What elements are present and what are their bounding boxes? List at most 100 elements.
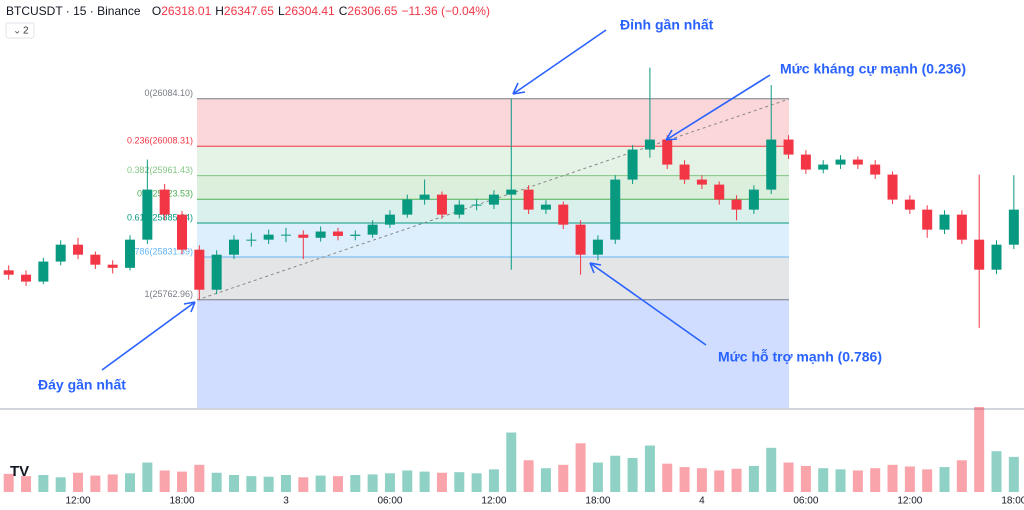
volume-bar [55,477,66,492]
volume-bar [419,471,430,492]
candle-body [592,239,603,255]
candle-body [107,264,118,268]
candle-body [315,231,326,238]
candle-body [246,239,257,241]
candle-body [852,159,863,165]
tv-logo: TV [10,463,29,480]
candle-body [800,154,811,170]
toggle-icon: ⌄ [13,26,21,37]
volume-bar [471,473,482,492]
volume-bar [246,476,257,492]
volume [3,407,1019,492]
volume-bar [177,471,187,492]
x-tick-label: 06:00 [793,496,818,507]
volume-bar [107,474,118,492]
candle-body [679,164,690,180]
volume-bar [159,470,170,492]
arrow-head [183,301,196,313]
candle-body [991,244,1002,270]
volume-bar [263,476,274,492]
candle-body [974,239,985,270]
volume-bar [904,466,915,492]
volume-bar [956,460,967,492]
ohlc-value: 26304.41 [285,4,335,18]
volume-bar [315,475,326,492]
fib-zone [197,199,789,223]
candle-body [731,199,742,210]
fib-label: 0.382(25961.43) [127,165,193,175]
toggle-label[interactable]: 2 [23,26,29,37]
candle-body [384,214,395,225]
ohlc-value: 26318.01 [161,4,211,18]
ohlc-value: 26306.65 [347,4,397,18]
volume-bar [211,472,222,492]
candle-body [332,231,343,236]
volume-bar [454,472,465,492]
x-tick-label: 18:00 [1001,496,1024,507]
x-axis: 12:00 18:00 3 06:00 12:00 18:00 4 06:00 12:00 18:… [66,496,1024,507]
candle-body [38,261,49,282]
arrow-head [512,82,526,95]
ohlc-key: C [339,4,348,18]
volume-bar [488,469,499,492]
fib-label: 0.786(25831.39) [127,246,193,256]
volume-bar [731,468,742,492]
annotation: Mức hỗ trợ mạnh (0.786) [718,349,882,365]
x-tick-label: 12:00 [897,496,922,507]
fib-label: 0.618(25885.64) [127,212,193,222]
fib-zone [197,299,789,408]
volume-bar [73,472,84,492]
x-tick-label: 12:00 [66,496,91,507]
volume-bar [506,432,517,492]
fibonacci: 0(26084.10) 0.236(26008.31) 0.382(25961.43… [127,88,789,408]
volume-bar [384,473,395,492]
header: BTCUSDT · 15 · Binance O26318.01 H26347.6… [5,4,490,39]
candle-body [714,184,725,200]
x-tick-label: 12:00 [481,496,506,507]
candle-body [228,239,239,255]
candle-body [748,189,759,210]
fib-label: 1(25762.96) [144,289,193,299]
volume-bar [402,470,413,492]
candle-body [125,239,136,268]
fib-zone [197,146,789,176]
volume-bar [696,468,707,492]
volume-bar [748,465,759,492]
volume-bar [922,469,933,492]
volume-bar [194,464,205,492]
volume-bar [142,462,153,492]
volume-bar [280,475,291,492]
volume-bar [852,470,863,492]
volume-bar [835,469,846,492]
candle-body [870,164,881,175]
candle-body [644,139,655,150]
candle-body [280,234,291,236]
candle-body [142,189,153,240]
candle-body [90,254,101,265]
annotation: Đáy gần nhất [38,377,126,393]
toggle[interactable] [5,22,35,39]
candle-body [1008,209,1019,245]
volume-bar [800,465,811,492]
candle-body [956,214,967,240]
volume-bar [974,407,985,492]
candle-body [177,214,187,250]
volume-bar [523,460,534,492]
volume-bar [679,467,690,492]
candle-body [904,199,915,210]
candle-body [159,189,170,215]
candle-body [575,224,586,255]
candle-body [627,149,638,180]
candle-body [783,139,794,155]
volume-bar [350,475,361,492]
annotation: Đỉnh gần nhất [620,17,714,33]
volume-bar [783,462,794,492]
candle-body [558,204,569,225]
ohlc-key: L [278,4,285,18]
fib-zone [197,175,789,200]
volume-bar [436,472,447,492]
volume-bar [298,477,309,492]
candle-body [454,204,465,215]
candle-body [540,204,551,210]
